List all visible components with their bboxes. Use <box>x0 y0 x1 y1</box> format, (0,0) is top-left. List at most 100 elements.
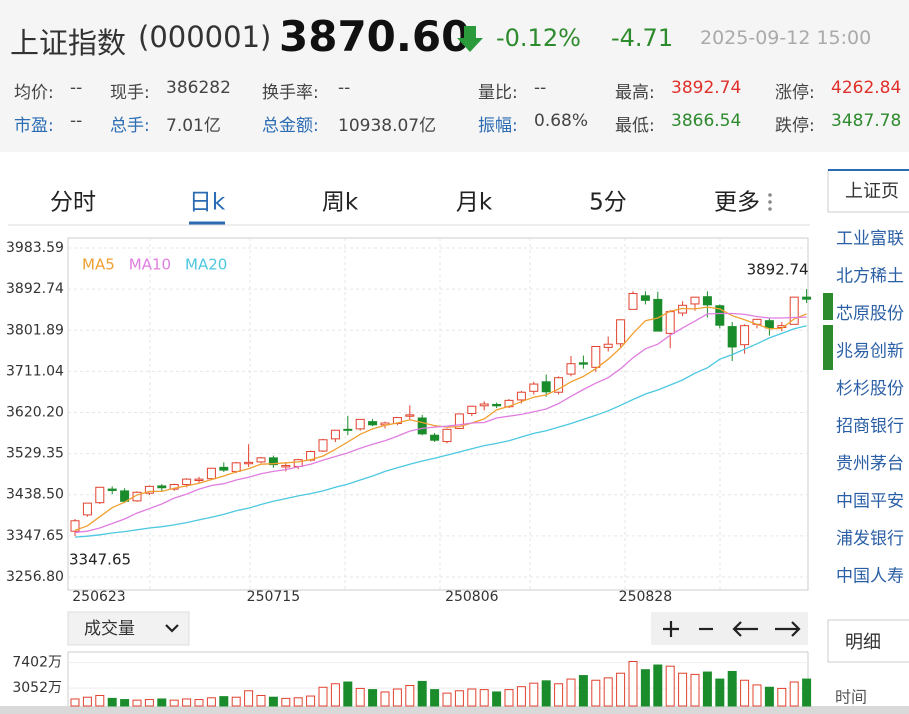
x-tick-label: 250715 <box>247 589 300 605</box>
stock-link[interactable]: 浦发银行 <box>836 529 904 549</box>
index-code: (000001) <box>138 20 272 54</box>
volume-bar <box>144 699 154 707</box>
scrollbar <box>0 706 909 714</box>
candle-body <box>293 459 303 467</box>
candle-body <box>727 326 737 348</box>
candle-body <box>789 296 799 325</box>
candle-body <box>144 485 154 494</box>
stock-link[interactable]: 中国人寿 <box>836 567 904 587</box>
volume-bar <box>95 694 105 707</box>
tab[interactable]: 5分 <box>589 190 627 216</box>
candle-body <box>516 391 526 401</box>
stock-link[interactable]: 杉杉股份 <box>836 379 904 399</box>
candle-body <box>194 478 204 481</box>
change-pct: -0.12% <box>496 24 581 52</box>
zoom-icons[interactable] <box>663 621 801 637</box>
tab[interactable]: 周k <box>322 190 359 216</box>
volume-bar <box>107 697 117 707</box>
volume-bar <box>430 689 440 707</box>
stock-link[interactable]: 贵州茅台 <box>836 454 904 474</box>
y-tick-label: 3438.50 <box>6 487 64 503</box>
volume-bar <box>392 688 402 707</box>
volume-bar <box>566 678 576 707</box>
candle-body <box>690 296 700 305</box>
candle-body <box>802 296 812 300</box>
volume-bar <box>306 695 316 707</box>
candle-body <box>219 466 229 471</box>
stock-link[interactable]: 兆易创新 <box>836 342 904 362</box>
volume-bar <box>380 691 390 707</box>
candle-body <box>318 439 328 452</box>
candle-body <box>430 434 440 441</box>
stat-value: -- <box>70 111 83 131</box>
volume-bar <box>616 672 626 707</box>
stat-value: -- <box>70 78 83 98</box>
candle-body <box>405 414 415 417</box>
candle-body <box>764 320 774 329</box>
volume-bar <box>764 686 774 707</box>
quote-header: 上证指数 (000001) 3870.60 -0.12% -4.71 2025-… <box>0 0 909 152</box>
volume-bar <box>516 686 526 707</box>
x-tick-label: 250828 <box>619 589 672 605</box>
y-tick-label: 3620.20 <box>6 404 64 420</box>
candle-body <box>715 305 725 326</box>
volume-bar <box>405 685 415 707</box>
volume-bar <box>330 683 340 707</box>
legend-entry: MA10 <box>129 256 171 274</box>
volume-bar <box>789 681 799 707</box>
candle-body <box>244 461 254 465</box>
time: 2025-09-12 15:00 <box>700 27 872 49</box>
y-tick-label: 3711.04 <box>6 363 64 379</box>
stock-link[interactable]: 芯原股份 <box>836 304 904 324</box>
stock-link[interactable]: 工业富联 <box>836 229 904 249</box>
ma-line <box>74 325 807 538</box>
stat-value: 386282 <box>166 78 231 98</box>
detail-header: 时间 <box>835 688 867 707</box>
sidebar-tab[interactable] <box>827 169 909 213</box>
volume-bar <box>194 699 204 707</box>
volume-bar <box>578 675 588 707</box>
candle-body <box>281 465 291 468</box>
tab[interactable]: 更多 <box>714 190 760 216</box>
tab[interactable]: 月k <box>456 190 493 216</box>
candle-body <box>640 295 650 301</box>
sidebar-title: 上证页 <box>845 181 899 202</box>
volume-bar <box>206 697 216 707</box>
candle-body <box>541 381 551 393</box>
chevron <box>165 624 179 633</box>
volume-bar <box>554 683 564 707</box>
side-bar <box>823 293 833 320</box>
candle-body <box>777 325 787 328</box>
candle-body <box>368 421 378 426</box>
volume-bar <box>504 689 514 707</box>
y-tick-label: 3892.74 <box>6 281 64 297</box>
volume-bar <box>120 699 130 707</box>
volume-bar <box>591 679 601 707</box>
min-label: 3347.65 <box>69 550 131 568</box>
candle-body <box>417 417 427 435</box>
detail-tab[interactable] <box>827 619 909 663</box>
y-tick-label: 3801.89 <box>6 322 64 338</box>
stock-link[interactable]: 中国平安 <box>836 492 904 512</box>
candle-body <box>157 485 167 489</box>
volume-select-label: 成交量 <box>84 619 135 639</box>
candle-body <box>628 293 638 310</box>
stat-value: 7.01亿 <box>166 116 221 136</box>
stock-link[interactable]: 招商银行 <box>836 417 904 437</box>
stat-label: 现手: <box>110 83 150 103</box>
volume-bar <box>281 697 291 707</box>
side-bar <box>823 325 833 370</box>
y-tick-label: 3347.65 <box>6 528 64 544</box>
volume-bar <box>603 677 613 707</box>
volume-bar <box>70 698 80 707</box>
stat-label: 总手: <box>110 116 150 136</box>
tab[interactable]: 日k <box>189 190 226 216</box>
volume-bar <box>802 678 812 707</box>
volume-bar <box>752 684 762 707</box>
candle-body <box>554 377 564 393</box>
stock-link[interactable]: 北方稀土 <box>836 267 904 287</box>
volume-bar <box>702 671 712 707</box>
stat-value: 0.68% <box>534 111 589 131</box>
volume-bar <box>640 669 650 707</box>
tab[interactable]: 分时 <box>50 190 96 216</box>
